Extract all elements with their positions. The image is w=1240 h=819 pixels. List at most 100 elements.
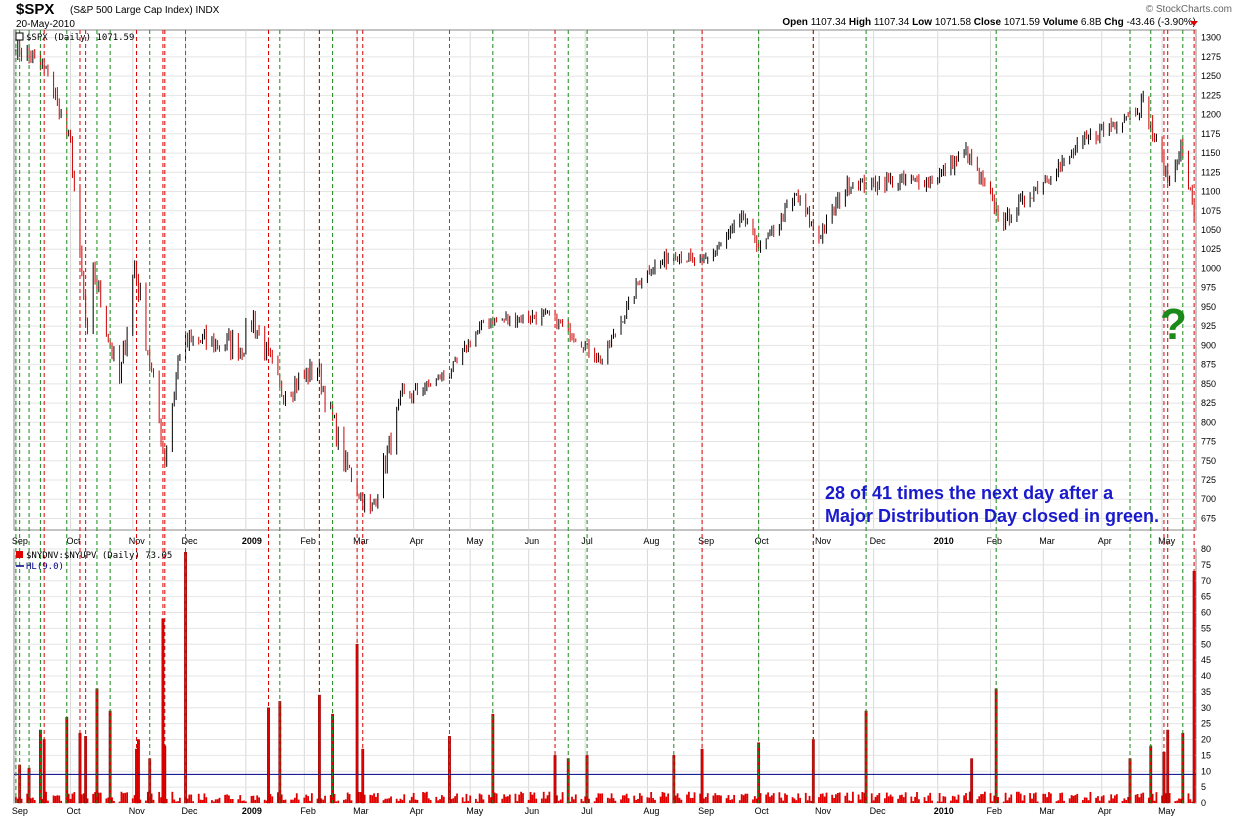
ratio-bar [917,799,920,803]
ratio-bar [518,794,521,803]
ratio-bar [638,793,641,803]
ratio-bar [902,797,905,803]
ohlc-readout: Open 1107.34 High 1107.34 Low 1071.58 Cl… [782,17,1196,28]
ratio-bar [859,799,862,803]
ratio-bar [965,793,967,803]
ratio-bar [646,797,649,803]
ratio-bar [846,792,849,803]
ratio-legend: $NYDNV:$NYUPV (Daily) 73.05 [26,551,172,561]
ratio-bar [767,792,769,803]
price-legend-swatch [15,32,24,41]
ratio-bar [1081,800,1084,803]
ratio-bar [397,800,400,803]
ratio-bar [469,795,472,803]
ratio-bar [765,794,768,803]
ratio-bar [505,796,507,803]
ratio-bar [501,798,504,803]
ratio-bar [424,792,426,803]
ratio-bar [41,798,44,803]
ratio-tick-label: 25 [1201,719,1211,729]
ratio-bar [614,800,617,803]
ratio-bar [199,799,202,803]
month-label: Mar [1039,536,1055,546]
ratio-bar [358,791,360,803]
ratio-bar [178,797,181,803]
ratio-bar [752,799,754,803]
ratio-bar [1095,797,1097,803]
ratio-bar [769,796,771,803]
price-tick-label: 1025 [1201,244,1221,254]
ratio-bar [346,792,349,803]
ratio-bar [1121,800,1124,803]
ratio-bar [390,796,392,803]
ratio-bar [1164,793,1167,803]
ratio-bar [844,795,847,803]
ratio-bar [454,796,457,803]
ratio-bar [772,793,775,803]
price-tick-label: 925 [1201,321,1216,331]
ratio-bar [610,793,613,803]
ratio-bar [118,801,121,803]
month-label: Oct [755,806,770,816]
ratio-bar [838,792,841,803]
ratio-bar [107,797,110,803]
ratio-bar [190,794,193,803]
ratio-bar [329,794,332,803]
ratio-bar [878,792,881,803]
ratio-bar [292,799,294,803]
ratio-bar [1059,793,1062,803]
month-label: Apr [1098,536,1112,546]
ratio-bar [982,794,984,803]
ratio-bar [150,793,153,803]
ratio-bar [145,800,147,803]
ratio-bar [508,794,511,803]
ratio-bar [395,798,398,803]
ratio-bar [693,792,696,803]
ratio-bar [884,798,886,803]
ratio-bar [584,796,587,803]
price-tick-label: 1075 [1201,206,1221,216]
ratio-bar [228,795,230,803]
ratio-bar [256,795,259,803]
ratio-bar [733,794,736,803]
ratio-bar [1108,800,1111,803]
ratio-bar [425,791,428,803]
ratio-bar [45,791,47,803]
price-tick-label: 1050 [1201,225,1221,235]
ratio-bar [252,795,255,803]
month-label: Jun [525,806,540,816]
ratio-bar [606,797,609,803]
ratio-bar [522,793,524,803]
ratio-bar [480,794,483,803]
ratio-bar [1044,793,1047,803]
ratio-bar [927,795,930,803]
ratio-bar [925,800,928,803]
ratio-bar [755,798,758,803]
ratio-bar [80,794,83,803]
ratio-bar [363,794,366,803]
ratio-bar [870,793,873,803]
ratio-bar [1151,793,1154,803]
ratio-bar [1112,798,1114,803]
ratio-bar [784,793,786,803]
ratio-bar [131,798,134,803]
month-label: Feb [987,536,1003,546]
ratio-bar [450,799,453,803]
ratio-bar [1016,791,1018,803]
ratio-tick-label: 55 [1201,623,1211,633]
ratio-bar [197,793,200,803]
ratio-bar [1155,792,1158,803]
price-tick-label: 1100 [1201,187,1220,197]
ratio-bar [976,799,979,803]
ratio-bar [571,796,573,803]
ratio-bar [516,801,519,803]
ratio-bar [476,801,479,803]
ratio-bar [667,793,670,803]
ratio-bar [557,800,560,803]
ratio-bar [218,797,221,803]
ratio-bar [146,791,149,803]
ratio-bar [1191,801,1194,803]
ratio-bar [401,799,404,803]
ratio-bar [73,792,76,803]
